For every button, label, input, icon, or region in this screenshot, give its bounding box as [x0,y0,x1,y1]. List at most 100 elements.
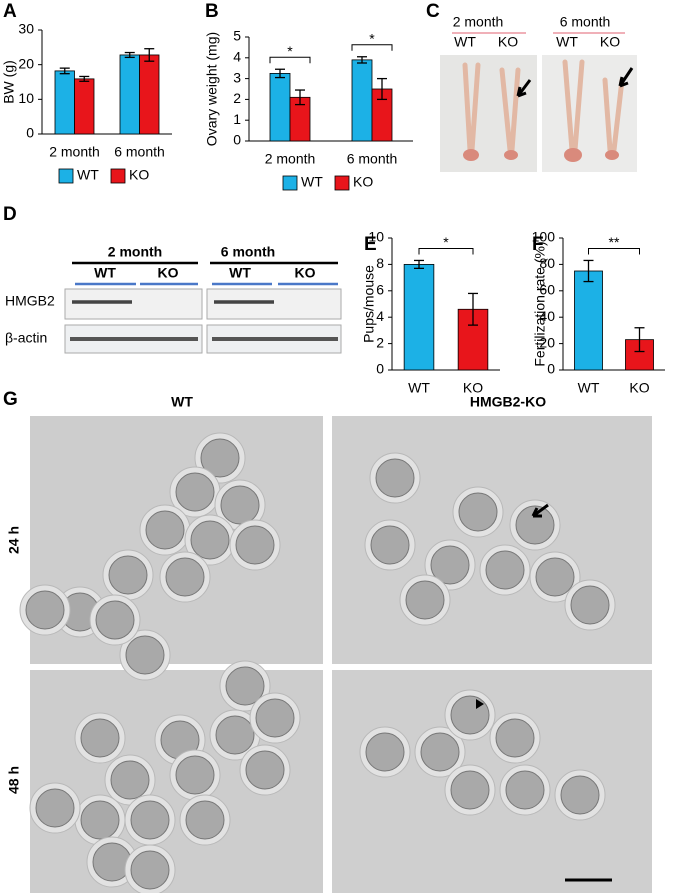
cell [535,557,575,597]
y-tick-label: 80 [539,255,555,271]
cell [430,545,470,585]
cell [125,635,165,675]
column-label: WT [171,394,193,410]
bar [403,263,435,371]
significance-bracket [351,44,393,51]
bar [574,270,603,371]
cell [25,590,65,630]
ovary-sketch [462,59,625,153]
significance-label: ** [609,234,620,250]
panel-label: F [532,234,544,255]
y-tick-label: 2 [376,334,384,350]
y-tick-label: 0 [233,132,241,148]
cell [450,770,490,810]
arrow [618,67,634,88]
significance-bracket [418,247,474,255]
panel-label: C [426,1,440,22]
panel-label: B [205,1,219,22]
group-title: 2 month [108,244,162,260]
cell [570,585,610,625]
group-title: 2 month [453,14,504,30]
lane-label: KO [158,265,179,281]
cell [80,718,120,758]
cell [220,485,260,525]
bar [351,59,373,142]
cell [225,666,265,706]
cell [145,510,185,550]
cell [130,850,170,890]
cell [560,775,600,815]
lane-label: WT [454,34,476,50]
y-tick-label: 8 [376,255,384,271]
row-label: β-actin [5,330,47,346]
cell [375,458,415,498]
legend-label: WT [301,174,323,190]
legend-swatch [110,168,126,184]
y-tick-label: 20 [18,55,34,71]
cell [505,770,545,810]
cell [495,718,535,758]
significance-bracket [588,247,640,255]
cell [130,800,170,840]
y-tick-label: 1 [233,111,241,127]
lane-label: KO [498,34,518,50]
legend-swatch [334,175,350,191]
legend-swatch [58,168,74,184]
cell [485,550,525,590]
cell [515,505,555,545]
x-tick-label: KO [629,380,649,396]
cell [175,755,215,795]
bar [74,78,95,135]
y-tick-label: 4 [233,49,241,65]
y-tick-label: 4 [376,308,384,324]
x-tick-label: 2 month [49,144,100,160]
x-tick-label: 6 month [347,151,398,167]
cell [35,788,75,828]
cell [370,525,410,565]
y-axis-label: Pups/mouse [361,265,377,343]
cell [215,715,255,755]
significance-label: * [369,30,375,46]
cells [19,432,616,893]
y-tick-label: 10 [368,229,384,245]
x-tick-label: WT [408,380,430,396]
ovary-sketch [463,148,619,162]
bar [269,73,291,142]
cell [200,438,240,478]
cell [110,760,150,800]
y-tick-label: 0 [547,361,555,377]
cell [165,557,205,597]
panel-label: A [3,1,17,22]
arrow [516,79,532,98]
y-tick-label: 40 [539,308,555,324]
arrowhead [476,699,484,709]
y-axis-label: Fertilization rate (%) [532,241,548,366]
lane-label: WT [229,265,251,281]
group-title: 6 month [221,244,275,260]
x-tick-label: 6 month [114,144,165,160]
row-label: 24 h [6,526,22,554]
cell [185,800,225,840]
panel-label: D [3,204,17,225]
x-tick-label: 2 month [265,151,316,167]
row-label: HMGB2 [5,293,55,309]
y-tick-label: 6 [376,282,384,298]
significance-label: * [287,43,293,59]
row-label: 48 h [6,766,22,794]
cell [245,750,285,790]
y-axis-label: BW (g) [1,60,17,104]
y-tick-label: 0 [26,125,34,141]
cell [365,732,405,772]
y-axis-label: Ovary weight (mg) [204,32,220,146]
y-tick-label: 60 [539,282,555,298]
panel-label: G [3,389,18,410]
photo [440,55,537,172]
lane-label: WT [556,34,578,50]
arrow [531,503,549,518]
photo [542,55,637,172]
cell [235,525,275,565]
group-title: 6 month [560,14,611,30]
cell [175,472,215,512]
cell [95,600,135,640]
